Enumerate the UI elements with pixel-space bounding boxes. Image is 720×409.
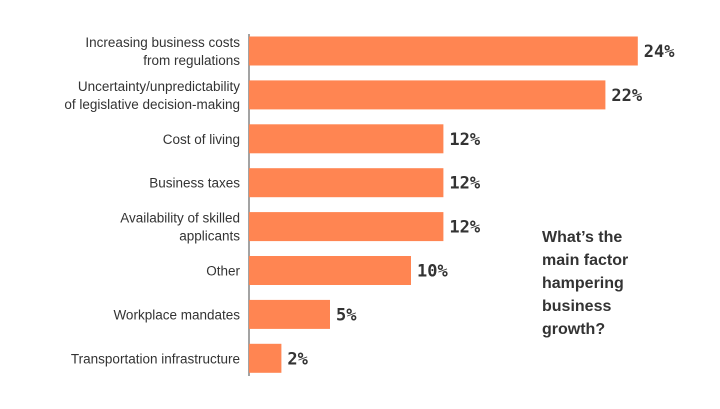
category-label: Availability of skilled applicants: [120, 211, 240, 244]
bar: [249, 256, 411, 285]
category-labels-group: Increasing business costs from regulation…: [64, 35, 240, 366]
question-line: hampering: [542, 275, 624, 292]
category-label-line: Uncertainty/unpredictability: [78, 79, 240, 94]
value-labels-group: 24% 22% 12% 12% 12% 10% 5% 2%: [287, 42, 675, 369]
bar: [249, 343, 282, 373]
category-label: Workplace mandates: [113, 307, 240, 322]
category-label-line: Cost of living: [163, 132, 240, 147]
category-label: Uncertainty/unpredictability of legislati…: [64, 79, 240, 112]
category-label-line: applicants: [179, 229, 240, 244]
category-label-line: Workplace mandates: [113, 307, 240, 322]
category-label: Increasing business costs from regulation…: [85, 35, 240, 68]
question-line: business: [542, 298, 612, 315]
bar: [249, 36, 638, 66]
category-label: Other: [206, 264, 240, 279]
bars-group: [249, 36, 638, 373]
bar: [249, 168, 444, 198]
value-label: 24%: [644, 42, 675, 62]
question-line: What’s the: [542, 229, 623, 246]
category-label: Business taxes: [149, 176, 240, 191]
category-label-line: Other: [206, 264, 240, 279]
chart-question-annotation: What’s the main factor hampering busines…: [542, 226, 692, 341]
value-label: 12%: [449, 130, 480, 150]
value-label: 5%: [336, 305, 357, 325]
bar: [249, 80, 606, 110]
bar: [249, 124, 444, 154]
value-label: 12%: [449, 174, 480, 194]
question-line: growth?: [542, 321, 606, 338]
category-label: Cost of living: [163, 132, 240, 147]
value-label: 2%: [287, 349, 308, 369]
category-label: Transportation infrastructure: [71, 351, 240, 366]
category-label-line: Transportation infrastructure: [71, 351, 240, 366]
category-label-line: of legislative decision-making: [64, 97, 240, 112]
value-label: 12%: [449, 218, 480, 238]
value-label: 22%: [611, 86, 642, 106]
bar: [249, 212, 444, 242]
category-label-line: Increasing business costs: [85, 35, 240, 50]
category-label-line: Availability of skilled: [120, 211, 240, 226]
category-label-line: from regulations: [143, 53, 240, 68]
category-label-line: Business taxes: [149, 176, 240, 191]
bar: [249, 299, 330, 329]
value-label: 10%: [417, 262, 448, 282]
question-line: main factor: [542, 252, 629, 269]
